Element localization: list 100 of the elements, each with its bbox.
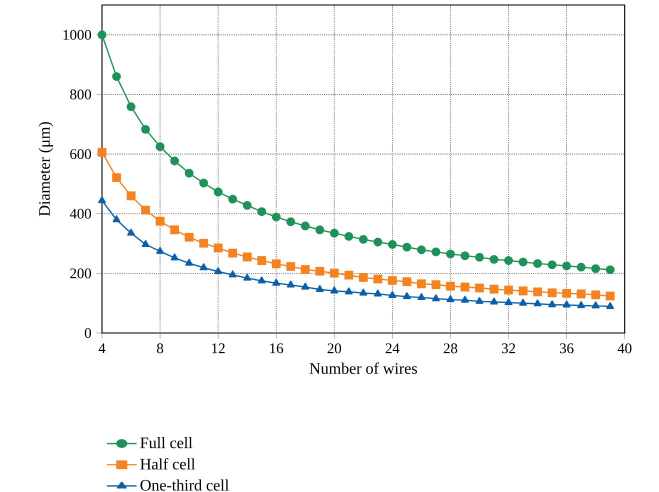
point [373,274,382,284]
point [344,232,354,241]
point [184,168,194,178]
point [286,262,296,271]
point [562,300,570,308]
point [199,178,208,188]
point [476,296,484,304]
point [112,215,120,222]
point [300,265,310,274]
point [533,287,542,296]
point [214,244,223,252]
point [402,292,411,300]
point [490,298,498,305]
point [126,191,136,200]
point [272,278,280,286]
point [490,284,498,294]
point [257,207,266,216]
point [606,292,615,300]
point [98,148,106,157]
point [461,296,469,303]
x-tick-label: 36 [560,343,574,354]
point [432,247,440,256]
y-tick-label: 1000 [64,30,92,40]
point [475,252,484,262]
point [388,276,397,285]
x-tick-label: 24 [386,343,400,354]
point [156,142,164,152]
point [272,212,281,222]
point [199,238,208,248]
x-tick-label: 4 [98,343,106,354]
point [533,259,542,268]
point [518,258,528,266]
point [358,234,368,244]
x-axis-title: Number of wires [310,362,417,374]
point [330,228,339,238]
point [156,216,164,226]
point [490,254,498,264]
y-axis-title: Diameter (μm) [38,122,54,216]
point [185,258,194,266]
x-tick-label: 12 [212,343,225,354]
point [519,298,527,306]
point [200,263,208,270]
legend-label: One-third cell [140,479,229,491]
point [548,288,556,298]
point [562,288,571,298]
point [242,252,252,262]
point [344,270,354,280]
point [170,253,178,260]
point [446,282,455,291]
point [156,246,164,254]
point [592,301,600,308]
point [504,298,512,306]
point [504,256,513,265]
point [606,265,615,274]
point [258,276,266,284]
point [272,259,281,268]
point [98,196,106,204]
x-tick-label: 20 [328,343,342,354]
point [330,268,339,278]
point [184,232,194,242]
point [548,300,556,308]
y-tick-label: 400 [70,208,92,219]
point [562,262,571,270]
point [373,238,382,246]
point [214,267,222,274]
point [214,188,223,196]
point [98,30,106,40]
y-tick-label: 200 [70,268,92,278]
point [228,270,237,278]
y-tick-label: 0 [84,328,92,338]
point [330,286,338,294]
point [504,286,513,294]
point [460,251,470,260]
point [591,264,600,273]
point [358,273,368,282]
point [446,295,454,302]
point [402,242,412,252]
legend-label: Half cell [140,458,196,470]
point [606,302,614,309]
y-tick-label: 800 [70,90,92,100]
point [388,240,397,249]
point [576,290,586,298]
point [577,301,586,308]
point [242,200,252,210]
point [432,294,440,302]
point [112,173,121,182]
point [475,284,484,292]
point [518,286,528,296]
point [548,260,556,270]
point [591,290,600,300]
point [315,225,324,234]
point [170,156,179,166]
legend-label: Full cell [140,437,192,448]
point [286,217,296,226]
point [417,279,426,288]
x-tick-label: 28 [444,343,458,354]
point [286,280,295,288]
point [112,72,121,81]
point [257,256,266,265]
point [127,228,135,236]
